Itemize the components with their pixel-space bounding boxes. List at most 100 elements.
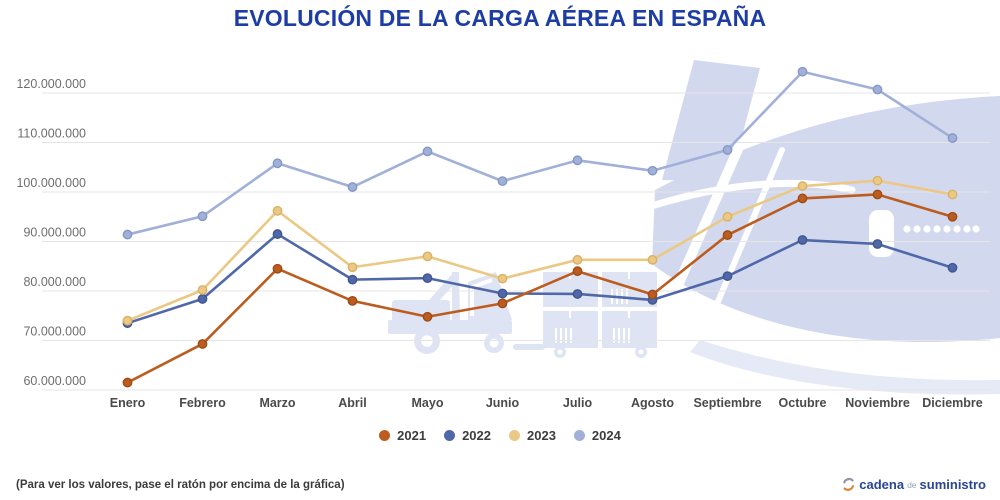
data-point[interactable] xyxy=(797,235,808,245)
y-tick-label: 100.000.000 xyxy=(16,176,86,190)
series-2023[interactable] xyxy=(122,175,958,326)
x-tick-label: Febrero xyxy=(179,396,226,410)
data-point[interactable] xyxy=(872,189,883,200)
sync-arrows-icon xyxy=(843,477,855,491)
axis-labels: 60.000.000 70.000.000 80.000.000 90.000.000… xyxy=(16,77,982,410)
truck-watermark xyxy=(388,272,512,354)
data-point[interactable] xyxy=(647,289,658,300)
data-point[interactable] xyxy=(122,315,133,326)
series-2021[interactable] xyxy=(122,189,958,388)
data-point[interactable] xyxy=(947,262,958,273)
data-point[interactable] xyxy=(497,176,508,187)
x-tick-label: Julio xyxy=(563,396,593,410)
legend-label: 2022 xyxy=(462,428,491,443)
brand-word-cadena: cadena xyxy=(859,477,905,492)
data-point[interactable] xyxy=(797,66,808,77)
data-point[interactable] xyxy=(572,266,583,277)
brand-word-de: de xyxy=(907,480,917,490)
data-point[interactable] xyxy=(872,175,883,186)
legend-item-2023[interactable]: 2023 xyxy=(509,428,556,443)
series-line xyxy=(126,179,954,323)
data-point[interactable] xyxy=(797,193,808,204)
x-tick-label: Noviembre xyxy=(845,396,910,410)
x-tick-label: Abril xyxy=(338,396,366,410)
y-tick-label: 90.000.000 xyxy=(23,226,86,240)
x-tick-label: Marzo xyxy=(259,396,295,410)
legend-dot xyxy=(573,430,585,441)
y-tick-label: 80.000.000 xyxy=(23,275,86,289)
y-tick-label: 110.000.000 xyxy=(17,127,86,141)
data-point[interactable] xyxy=(272,229,283,239)
x-tick-label: Mayo xyxy=(412,396,444,410)
data-point[interactable] xyxy=(347,274,358,285)
data-point[interactable] xyxy=(572,254,583,265)
line-chart-canvas[interactable]: 60.000.000 70.000.000 80.000.000 90.000.000… xyxy=(0,0,1000,420)
x-tick-label: Agosto xyxy=(631,396,674,410)
series-2022[interactable] xyxy=(122,229,958,329)
data-point[interactable] xyxy=(347,182,358,192)
data-point[interactable] xyxy=(347,262,358,273)
data-point[interactable] xyxy=(122,377,133,388)
series-line xyxy=(126,193,954,384)
data-point[interactable] xyxy=(722,271,733,282)
data-point[interactable] xyxy=(497,288,508,299)
legend-item-2024[interactable]: 2024 xyxy=(573,428,621,443)
hover-hint-text: (Para ver los valores, pase el ratón por… xyxy=(16,478,345,491)
x-tick-label: Diciembre xyxy=(922,396,982,410)
data-point[interactable] xyxy=(422,146,433,157)
data-point[interactable] xyxy=(272,205,283,216)
data-point[interactable] xyxy=(197,339,208,349)
legend-item-2022[interactable]: 2022 xyxy=(444,428,491,443)
x-tick-label: Enero xyxy=(110,396,146,410)
chart-title: EVOLUCIÓN DE LA CARGA AÉREA EN ESPAÑA xyxy=(233,5,767,31)
x-tick-label: Septiembre xyxy=(693,396,761,410)
airplane-watermark xyxy=(645,60,1000,395)
legend-label: 2021 xyxy=(397,428,427,443)
data-point[interactable] xyxy=(947,189,958,200)
data-point[interactable] xyxy=(722,145,733,155)
data-point[interactable] xyxy=(272,263,283,274)
series-layer[interactable] xyxy=(122,66,958,388)
data-point[interactable] xyxy=(422,311,433,322)
data-point[interactable] xyxy=(647,165,658,176)
legend-dot xyxy=(444,430,456,441)
data-point[interactable] xyxy=(797,181,808,191)
data-point[interactable] xyxy=(572,289,583,299)
x-tick-label: Junio xyxy=(486,396,520,410)
legend-label: 2023 xyxy=(527,428,556,443)
legend-item-2021[interactable]: 2021 xyxy=(379,428,426,443)
legend-dot xyxy=(379,430,391,441)
data-point[interactable] xyxy=(947,133,958,143)
y-tick-label: 60.000.000 xyxy=(23,374,86,388)
chart-footer: (Para ver los valores, pase el ratón por… xyxy=(16,477,986,492)
data-point[interactable] xyxy=(872,239,883,249)
data-point[interactable] xyxy=(872,84,883,95)
data-point[interactable] xyxy=(197,285,208,295)
brand-logo[interactable]: cadena de suministro xyxy=(841,477,986,492)
data-point[interactable] xyxy=(647,254,658,265)
brand-word-suministro: suministro xyxy=(919,477,986,492)
data-point[interactable] xyxy=(347,295,358,306)
data-point[interactable] xyxy=(422,251,433,262)
x-tick-label: Octubre xyxy=(779,396,827,410)
data-point[interactable] xyxy=(947,211,958,222)
series-2024[interactable] xyxy=(122,66,958,240)
data-point[interactable] xyxy=(497,298,508,309)
series-line xyxy=(126,232,954,325)
y-tick-label: 120.000.000 xyxy=(16,77,86,91)
data-point[interactable] xyxy=(122,229,133,240)
cargo-boxes-watermark xyxy=(513,272,657,358)
data-point[interactable] xyxy=(197,294,208,304)
data-point[interactable] xyxy=(497,273,508,284)
chart-legend: 2021 2022 2023 2024 xyxy=(0,428,1000,443)
series-line xyxy=(126,70,954,236)
legend-dot xyxy=(509,430,520,441)
data-point[interactable] xyxy=(272,158,283,169)
y-tick-label: 70.000.000 xyxy=(23,325,86,339)
data-point[interactable] xyxy=(422,273,433,284)
data-point[interactable] xyxy=(722,211,733,222)
data-point[interactable] xyxy=(722,230,733,240)
data-point[interactable] xyxy=(197,211,208,222)
data-point[interactable] xyxy=(572,155,583,166)
